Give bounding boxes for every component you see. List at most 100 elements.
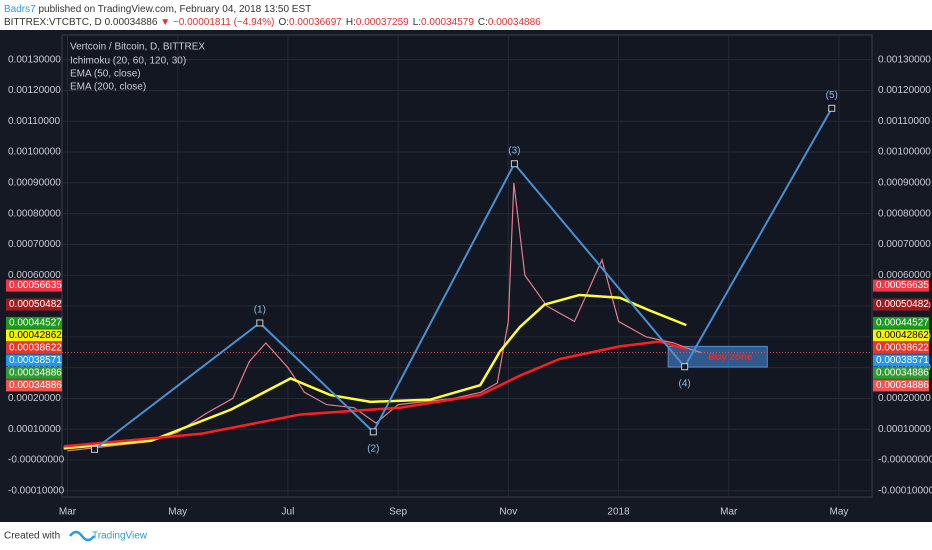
price-tag-left [6, 329, 62, 342]
y2-tick-label: 0.00020000 [878, 393, 931, 404]
y2-tick-label: 0.00110000 [878, 116, 931, 127]
y2-tick-label: 0.00060000 [878, 270, 931, 281]
price-tag-right-label: 0.00038571 [876, 355, 929, 366]
x-tick-label: May [168, 507, 187, 518]
down-arrow: ▼ [160, 17, 170, 28]
price-tag-right [873, 366, 929, 379]
price-tag-right-label: 0.00038622 [876, 343, 929, 354]
price-tag-right [873, 354, 929, 367]
price-tag-left-label: 0.00034886 [9, 368, 62, 379]
wave-label: (4) [679, 378, 691, 389]
wave-line [93, 107, 833, 451]
y-tick-label: 0.00120000 [8, 85, 61, 96]
change: −0.00001811 (−4.94%) [173, 17, 275, 28]
price-tag-right-label: 0.00044527 [876, 318, 929, 329]
x-tick-label: Nov [499, 507, 517, 518]
wave-point [91, 445, 99, 453]
ohlc-value: 0.00034886 [488, 17, 541, 28]
x-tick-label: Mar [59, 507, 77, 518]
created-with: Created with [4, 531, 60, 542]
price-tag-left-label: 0.00050482 [9, 299, 62, 310]
price-tag-right-label: 0.00042862 [876, 330, 929, 341]
legend-entry: EMA (200, close) [70, 82, 146, 93]
x-tick-label: Sep [389, 507, 407, 518]
y-tick-label: 0.00100000 [8, 147, 61, 158]
ohlc-value: 0.00036697 [289, 17, 342, 28]
price-tag-right [873, 379, 929, 392]
y2-tick-label: 0.00010000 [878, 424, 931, 435]
ohlc-label: C: [478, 17, 488, 28]
y-tick-label: 0.00090000 [8, 177, 61, 188]
legend-entry: EMA (50, close) [70, 69, 141, 80]
wave-point [369, 428, 377, 436]
y2-tick-label: 0.00130000 [878, 54, 931, 65]
price-tag-right [873, 298, 929, 311]
ohlc-value: 0.00037259 [356, 17, 409, 28]
header-line2: BITTREX:VTCBTC, D 0.00034886 ▼ −0.000018… [4, 17, 541, 28]
price-tag-right-label: 0.00034886 [876, 380, 929, 391]
price-tag-right-label: 0.00050482 [876, 299, 929, 310]
y2-tick-label: 0.00080000 [878, 208, 931, 219]
footer-bg [0, 522, 932, 550]
header-line1: Badrs7 published on TradingView.com, Feb… [4, 4, 311, 15]
y-tick-label: 0.00060000 [8, 270, 61, 281]
x-tick-label: Mar [720, 507, 738, 518]
price-tag-right [873, 316, 929, 329]
y-tick-label: 0.00020000 [8, 393, 61, 404]
plot: (1) (2) (3) (4) (5) Buy zone Vertcoin / Bitcoi… [62, 35, 872, 497]
y2-tick-label: 0.00070000 [878, 239, 931, 250]
y-tick-label: 0.00070000 [8, 239, 61, 250]
price-tag-right-label: 0.00034886 [876, 368, 929, 379]
y-tick-label: -0.00010000 [8, 485, 65, 496]
price-tag-left [6, 279, 62, 292]
ema-line [63, 340, 687, 448]
wave-label: (5) [826, 90, 838, 101]
logo [69, 530, 95, 542]
price-tag-left-label: 0.00038622 [9, 343, 62, 354]
ohlc-value: 0.00034579 [421, 17, 474, 28]
x-tick-label: 2018 [607, 507, 630, 518]
price-tag-right [873, 329, 929, 342]
y-tick-label: 0.00010000 [8, 424, 61, 435]
y2-tick-label: 0.00090000 [878, 177, 931, 188]
y2-tick-label: 0.00100000 [878, 147, 931, 158]
price-tag-left [6, 366, 62, 379]
last-price: 0.00034886 [105, 17, 158, 28]
price-tag-left-label: 0.00034886 [9, 380, 62, 391]
price-tag-left-label: 0.00038571 [9, 355, 62, 366]
price-tag-right [873, 341, 929, 354]
price-tag-right-label: 0.00056635 [876, 280, 929, 291]
published: published on TradingView.com, February 0… [38, 4, 311, 15]
y-tick-label: 0.00130000 [8, 54, 61, 65]
price-tag-left [6, 379, 62, 392]
price-tag-left [6, 341, 62, 354]
chart-title: Vertcoin / Bitcoin, D, BITTREX [70, 42, 205, 53]
price-tag-left [6, 298, 62, 311]
price-tag-left-label: 0.00056635 [9, 280, 62, 291]
wave-point [256, 319, 264, 327]
y-tick-label: 0.00080000 [8, 208, 61, 219]
wave-point [681, 363, 689, 371]
price-tag-left [6, 316, 62, 329]
indicator-label: Ichimoku (20, 60, 120, 30) [70, 56, 186, 67]
y2-tick-label: 0.00120000 [878, 85, 931, 96]
y-tick-label: 0.00110000 [8, 116, 61, 127]
y2-tick-label: -0.00000000 [878, 455, 932, 466]
author: Badrs7 [4, 4, 36, 15]
symbol: BITTREX:VTCBTC, D [4, 17, 102, 28]
buy-zone-label: Buy zone [708, 352, 753, 363]
wave-label: (1) [254, 305, 266, 316]
ohlc-label: H: [346, 17, 356, 28]
x-tick-label: Jul [282, 507, 295, 518]
ema-line [63, 293, 687, 450]
y2-tick-label: -0.00010000 [878, 485, 932, 496]
wave-label: (2) [367, 443, 379, 454]
price-tag-left [6, 354, 62, 367]
wave-point [828, 104, 836, 112]
ohlc-label: O: [278, 17, 289, 28]
price-tag-left-label: 0.00044527 [9, 318, 62, 329]
y-tick-label: -0.00000000 [8, 455, 65, 466]
x-tick-label: May [829, 507, 848, 518]
wave-point [510, 160, 518, 168]
